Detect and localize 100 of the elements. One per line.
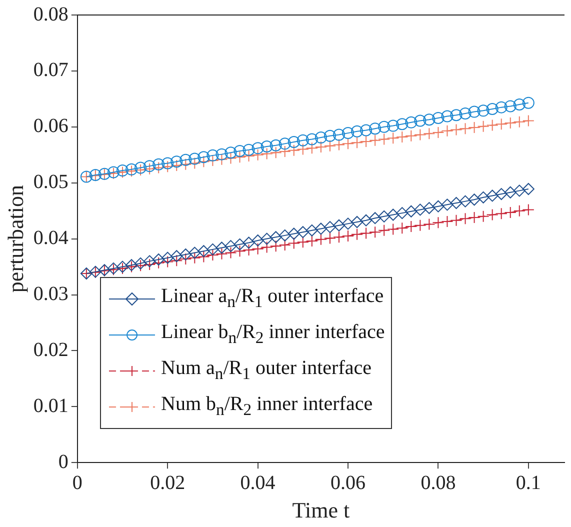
point	[441, 198, 454, 211]
point	[396, 118, 408, 130]
point	[504, 100, 516, 112]
point	[432, 112, 444, 124]
point	[414, 114, 426, 127]
y-tick-label: 0.04	[33, 227, 68, 250]
point	[360, 227, 372, 240]
point	[198, 250, 210, 263]
point	[360, 135, 372, 148]
point	[486, 119, 498, 132]
point	[188, 252, 201, 264]
point	[423, 218, 436, 230]
y-tick-label: 0.02	[33, 338, 68, 361]
legend-label: Linear b$_{n}$/R$_{2}$ inner interface	[161, 320, 385, 349]
point	[270, 240, 282, 252]
point	[468, 212, 480, 224]
point	[162, 256, 174, 268]
point	[405, 220, 418, 232]
point	[260, 232, 273, 245]
point	[144, 162, 156, 175]
point	[170, 160, 183, 172]
point	[360, 124, 372, 136]
point	[468, 106, 480, 118]
point	[414, 204, 426, 216]
point	[522, 114, 534, 127]
point	[324, 140, 336, 152]
point	[288, 136, 300, 148]
point	[188, 157, 201, 170]
point	[332, 219, 345, 232]
point	[260, 148, 273, 160]
point	[522, 183, 534, 196]
point	[432, 200, 444, 212]
point	[423, 202, 436, 214]
point	[342, 138, 354, 150]
x-axis-title: Time t	[292, 498, 350, 523]
point	[468, 194, 480, 206]
point	[224, 246, 237, 259]
point	[296, 236, 309, 248]
point	[432, 126, 444, 138]
point	[459, 107, 472, 120]
point	[369, 212, 382, 224]
point	[288, 144, 300, 156]
point	[414, 128, 426, 141]
legend-label: Num b$_{n}$/R$_{2}$ inner interface	[161, 392, 373, 421]
x-tick-label: 0.08	[420, 472, 456, 494]
point	[188, 246, 201, 259]
point	[206, 249, 219, 262]
point	[296, 226, 309, 238]
y-axis-title: perturbation	[2, 185, 28, 293]
point	[468, 121, 480, 134]
point	[314, 233, 327, 246]
point	[306, 133, 318, 146]
x-tick-label: 0.04	[240, 472, 276, 494]
point	[314, 132, 327, 144]
point	[332, 128, 345, 141]
point	[234, 245, 246, 258]
point	[324, 130, 336, 142]
point	[188, 152, 201, 165]
point	[504, 116, 516, 129]
point	[270, 139, 282, 152]
point	[441, 110, 454, 122]
point	[378, 210, 390, 222]
point	[288, 237, 300, 250]
point	[144, 255, 156, 268]
point	[198, 156, 210, 168]
point	[378, 120, 390, 133]
point	[459, 212, 472, 225]
point	[144, 160, 156, 172]
y-tick-label: 0	[58, 450, 68, 473]
point	[152, 162, 165, 174]
point	[216, 153, 228, 166]
point	[170, 250, 183, 262]
point	[513, 204, 526, 217]
point	[278, 229, 291, 242]
point	[504, 206, 516, 219]
point	[216, 242, 228, 254]
legend-label: Num a$_{n}$/R$_{1}$ outer interface	[161, 356, 372, 385]
y-tick-label: 0.01	[33, 394, 68, 417]
point	[396, 207, 408, 220]
point	[324, 232, 336, 244]
point	[405, 205, 418, 218]
point	[342, 230, 354, 242]
point	[459, 122, 472, 135]
point	[522, 96, 534, 109]
point	[522, 204, 534, 216]
point	[495, 188, 508, 200]
point	[486, 190, 498, 202]
point	[224, 146, 237, 159]
point	[369, 134, 382, 146]
point	[369, 122, 382, 135]
x-tick-label: 0.1	[516, 472, 541, 494]
point	[152, 254, 165, 266]
point	[351, 125, 364, 138]
point	[206, 154, 219, 166]
point	[270, 231, 282, 244]
point	[152, 256, 165, 269]
point	[306, 224, 318, 236]
point	[206, 149, 219, 162]
point	[342, 127, 354, 140]
point	[314, 222, 327, 235]
